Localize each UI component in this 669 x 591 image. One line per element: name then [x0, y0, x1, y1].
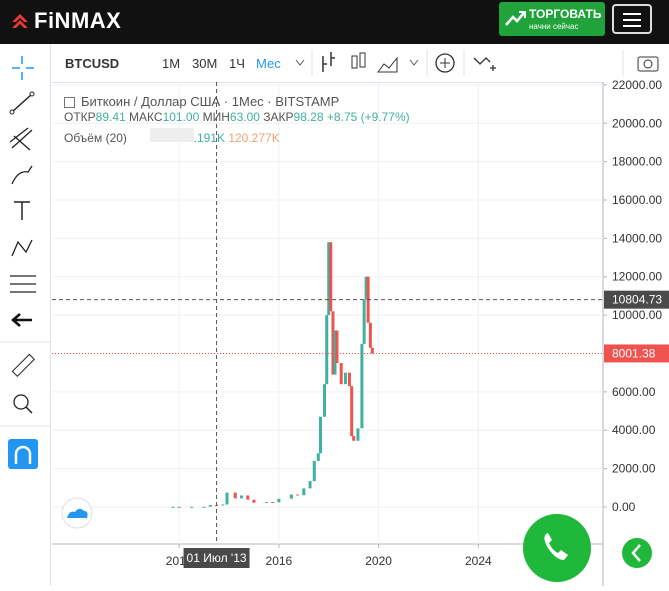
trade-button[interactable]: ТОРГОВАТЬ начни сейчас: [499, 2, 605, 36]
candle: [323, 384, 327, 417]
candle: [239, 495, 243, 499]
y-tick-label: 20000.00: [612, 116, 662, 130]
y-tick-label: 22000.00: [612, 78, 662, 92]
volume-value: 120.277K: [228, 131, 280, 145]
crosshair-price-box: [604, 290, 669, 309]
candle: [312, 460, 316, 482]
candle: [364, 276, 368, 300]
candle: [333, 330, 337, 375]
candle: [271, 501, 275, 503]
interval[interactable]: 1M: [162, 56, 181, 71]
candle: [277, 498, 281, 503]
interval[interactable]: Мес: [256, 56, 281, 71]
crosshair-date-label: 01 Июл '13: [187, 551, 247, 565]
candle: [356, 428, 360, 441]
candle: [202, 506, 206, 508]
candle: [362, 299, 366, 344]
candle: [339, 363, 343, 385]
volume-value: 420.191K: [173, 131, 225, 145]
candle: [190, 506, 194, 508]
change-value: +8.75 (+9.77%): [326, 110, 410, 124]
candle: [171, 506, 175, 508]
candle: [233, 492, 237, 499]
candle: [335, 330, 339, 364]
y-tick-label: 6000.00: [612, 385, 656, 399]
candle: [368, 322, 372, 348]
candle: [225, 492, 229, 505]
close-label: ЗАКР: [263, 110, 294, 124]
tool-sidebar: [0, 44, 51, 586]
y-tick-label: 2000.00: [612, 462, 656, 476]
y-tick-label: 12000.00: [612, 270, 662, 284]
chart-toolbar: BTCUSD 1M 30M 1Ч Мес: [52, 44, 669, 83]
candle: [329, 242, 333, 312]
legend-title: Биткоин / Доллар США · 1Мес · BITSTAMP: [81, 94, 340, 109]
high-value: 101.00: [162, 110, 200, 124]
y-tick-label: 4000.00: [612, 423, 656, 437]
candle: [325, 315, 329, 385]
y-tick-label: 0.00: [612, 500, 636, 514]
candle: [316, 453, 320, 461]
trade-icon: [505, 11, 526, 26]
interval[interactable]: 1Ч: [229, 56, 245, 71]
candle: [177, 506, 181, 508]
candle: [264, 501, 268, 503]
interval[interactable]: 30M: [192, 56, 218, 71]
last-price-label: 8001.38: [612, 346, 656, 360]
candle: [208, 505, 212, 507]
y-tick-label: 14000.00: [612, 231, 662, 245]
logo-icon: [12, 14, 28, 28]
y-tick-label: 18000.00: [612, 155, 662, 169]
crosshair-date-box: [183, 548, 250, 568]
open-label: ОТКР: [64, 110, 96, 124]
symbol[interactable]: BTCUSD: [65, 56, 120, 71]
y-tick-label: 10000.00: [612, 308, 662, 322]
x-tick-label: 2020: [365, 554, 392, 568]
candle: [302, 488, 306, 496]
candle: [319, 416, 323, 454]
candle: [360, 343, 364, 429]
top-bar: FiNMAX ТОРГОВАТЬ начни сейчас: [0, 0, 669, 44]
low-value: 63.00: [229, 110, 260, 124]
crosshair-price-label: 10804.73: [612, 293, 662, 307]
candle: [370, 347, 374, 354]
x-tick-label: 2016: [266, 554, 293, 568]
menu-button[interactable]: [612, 4, 652, 34]
candle: [252, 499, 256, 503]
candle: [347, 372, 351, 387]
volume-label: Объём (20): [64, 131, 127, 145]
legend-ohlc: ОТКР89.41 МАКС101.00 МИН63.00 ЗАКР98.28 …: [64, 110, 410, 124]
close-value: 98.28: [293, 110, 324, 124]
logo: FiNMAX: [34, 8, 122, 33]
candle: [350, 386, 354, 436]
candle: [221, 504, 225, 506]
tool-icons: [0, 56, 50, 469]
candle: [296, 494, 300, 496]
trade-sublabel: начни сейчас: [529, 22, 579, 31]
candle: [343, 372, 347, 385]
candle: [327, 242, 331, 316]
candle: [246, 495, 250, 500]
candle: [289, 494, 293, 499]
candle: [352, 435, 356, 441]
legend-title-row: Биткоин / Доллар США · 1Мес · BITSTAMP: [64, 94, 339, 109]
candle: [308, 481, 312, 489]
high-label: МАКС: [129, 110, 163, 124]
x-tick-label: 2024: [465, 554, 492, 568]
y-tick-label: 16000.00: [612, 193, 662, 207]
open-value: 89.41: [95, 110, 126, 124]
toolbar-icons: [295, 50, 659, 76]
candle: [331, 311, 335, 375]
legend-volume: Объём (20) 420.191K 120.277K: [64, 131, 280, 145]
low-label: МИН: [202, 110, 230, 124]
last-price-box: [604, 344, 669, 363]
trade-label: ТОРГОВАТЬ: [529, 7, 602, 21]
